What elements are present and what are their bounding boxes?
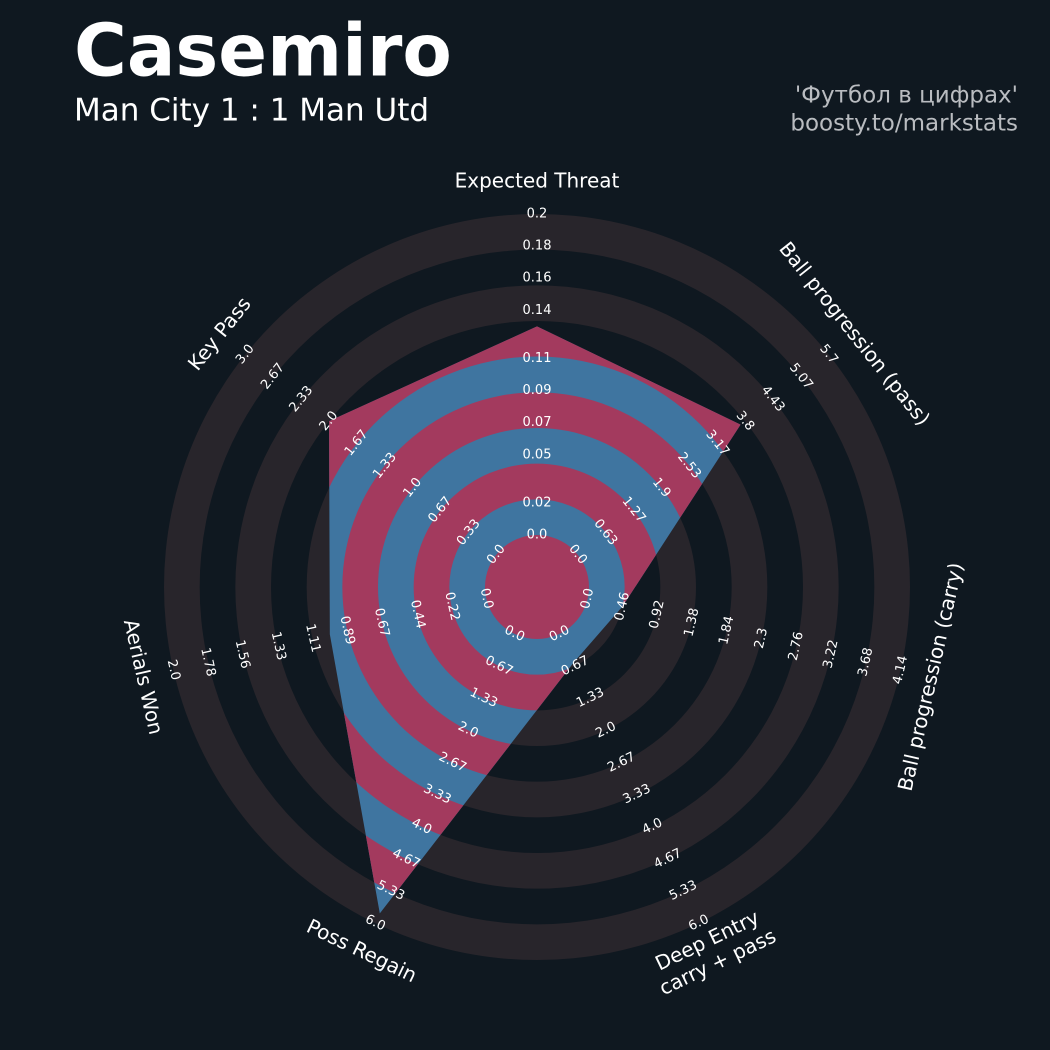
tick-label: 0.92 — [647, 599, 668, 631]
chart-title: Casemiro — [74, 9, 452, 93]
tick-label: 0.05 — [523, 447, 552, 462]
tick-label: 0.14 — [523, 303, 552, 318]
tick-label: 0.0 — [477, 587, 496, 611]
tick-label: 0.07 — [523, 415, 552, 430]
radar-bands — [329, 326, 741, 914]
tick-label: 1.11 — [302, 622, 323, 654]
radar — [329, 326, 741, 914]
tick-label: 0.46 — [612, 591, 633, 623]
axis-label: Expected Threat — [455, 169, 620, 193]
tick-label: 0.18 — [523, 239, 552, 254]
tick-label: 0.0 — [578, 587, 597, 611]
tick-label: 0.89 — [337, 615, 358, 647]
tick-label: 0.44 — [407, 599, 428, 631]
radar-band — [485, 535, 589, 639]
tick-label: 4.14 — [890, 654, 911, 686]
tick-label: 0.0 — [527, 528, 548, 543]
tick-label: 0.09 — [523, 383, 552, 398]
tick-label: 1.84 — [716, 615, 737, 647]
tick-label: 1.56 — [232, 639, 253, 671]
tick-label: 0.22 — [441, 591, 462, 623]
tick-label: 2.76 — [786, 630, 807, 662]
tick-label: 0.11 — [523, 351, 552, 366]
chart-subtitle: Man City 1 : 1 Man Utd — [74, 93, 429, 129]
tick-label: 0.16 — [523, 271, 552, 286]
tick-label: 2.3 — [752, 627, 771, 651]
tick-label: 0.02 — [523, 495, 552, 510]
tick-label: 1.33 — [268, 630, 289, 662]
tick-label: 2.0 — [164, 658, 183, 682]
tick-label: 1.38 — [681, 607, 702, 639]
tick-label: 0.2 — [527, 207, 548, 222]
credit: 'Футбол в цифрах' — [795, 83, 1018, 109]
tick-label: 3.68 — [855, 646, 876, 678]
tick-label: 0.67 — [371, 607, 392, 639]
credit: boosty.to/markstats — [790, 111, 1018, 137]
tick-label: 3.22 — [821, 638, 842, 670]
tick-label: 1.78 — [197, 646, 218, 678]
